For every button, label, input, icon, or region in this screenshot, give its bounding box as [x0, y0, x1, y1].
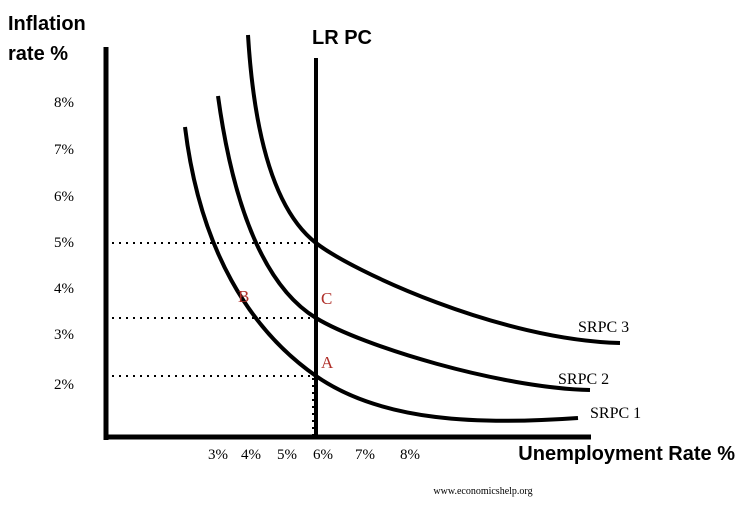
y-tick-label: 8%	[54, 95, 74, 111]
y-axis-label: Inflation	[8, 13, 86, 35]
lrpc-label: LR PC	[312, 27, 372, 49]
x-tick-label: 6%	[313, 447, 333, 463]
y-tick-label: 3%	[54, 327, 74, 343]
curve-label: SRPC 1	[590, 405, 641, 422]
x-tick-label: 4%	[241, 447, 261, 463]
guides	[112, 242, 316, 435]
y-tick-label: 7%	[54, 142, 74, 158]
x-axis-label: Unemployment Rate %	[518, 443, 735, 465]
srpc-curve	[183, 126, 579, 423]
y-tick-label: 6%	[54, 189, 74, 205]
x-tick-label: 8%	[400, 447, 420, 463]
x-tick-label: 7%	[355, 447, 375, 463]
srpc-curve	[246, 34, 621, 345]
point-label: A	[321, 353, 334, 372]
point-label: B	[238, 287, 249, 306]
srpc-curve	[216, 95, 591, 392]
y-tick-label: 2%	[54, 377, 74, 393]
y-axis-label: rate %	[8, 43, 68, 65]
y-tick-label: 4%	[54, 281, 74, 297]
curve-label: SRPC 3	[578, 319, 629, 336]
x-tick-label: 5%	[277, 447, 297, 463]
x-tick-label: 3%	[208, 447, 228, 463]
curve-label: SRPC 2	[558, 371, 609, 388]
point-label: C	[321, 289, 332, 308]
source: www.economicshelp.org	[433, 486, 532, 497]
y-tick-label: 5%	[54, 235, 74, 251]
